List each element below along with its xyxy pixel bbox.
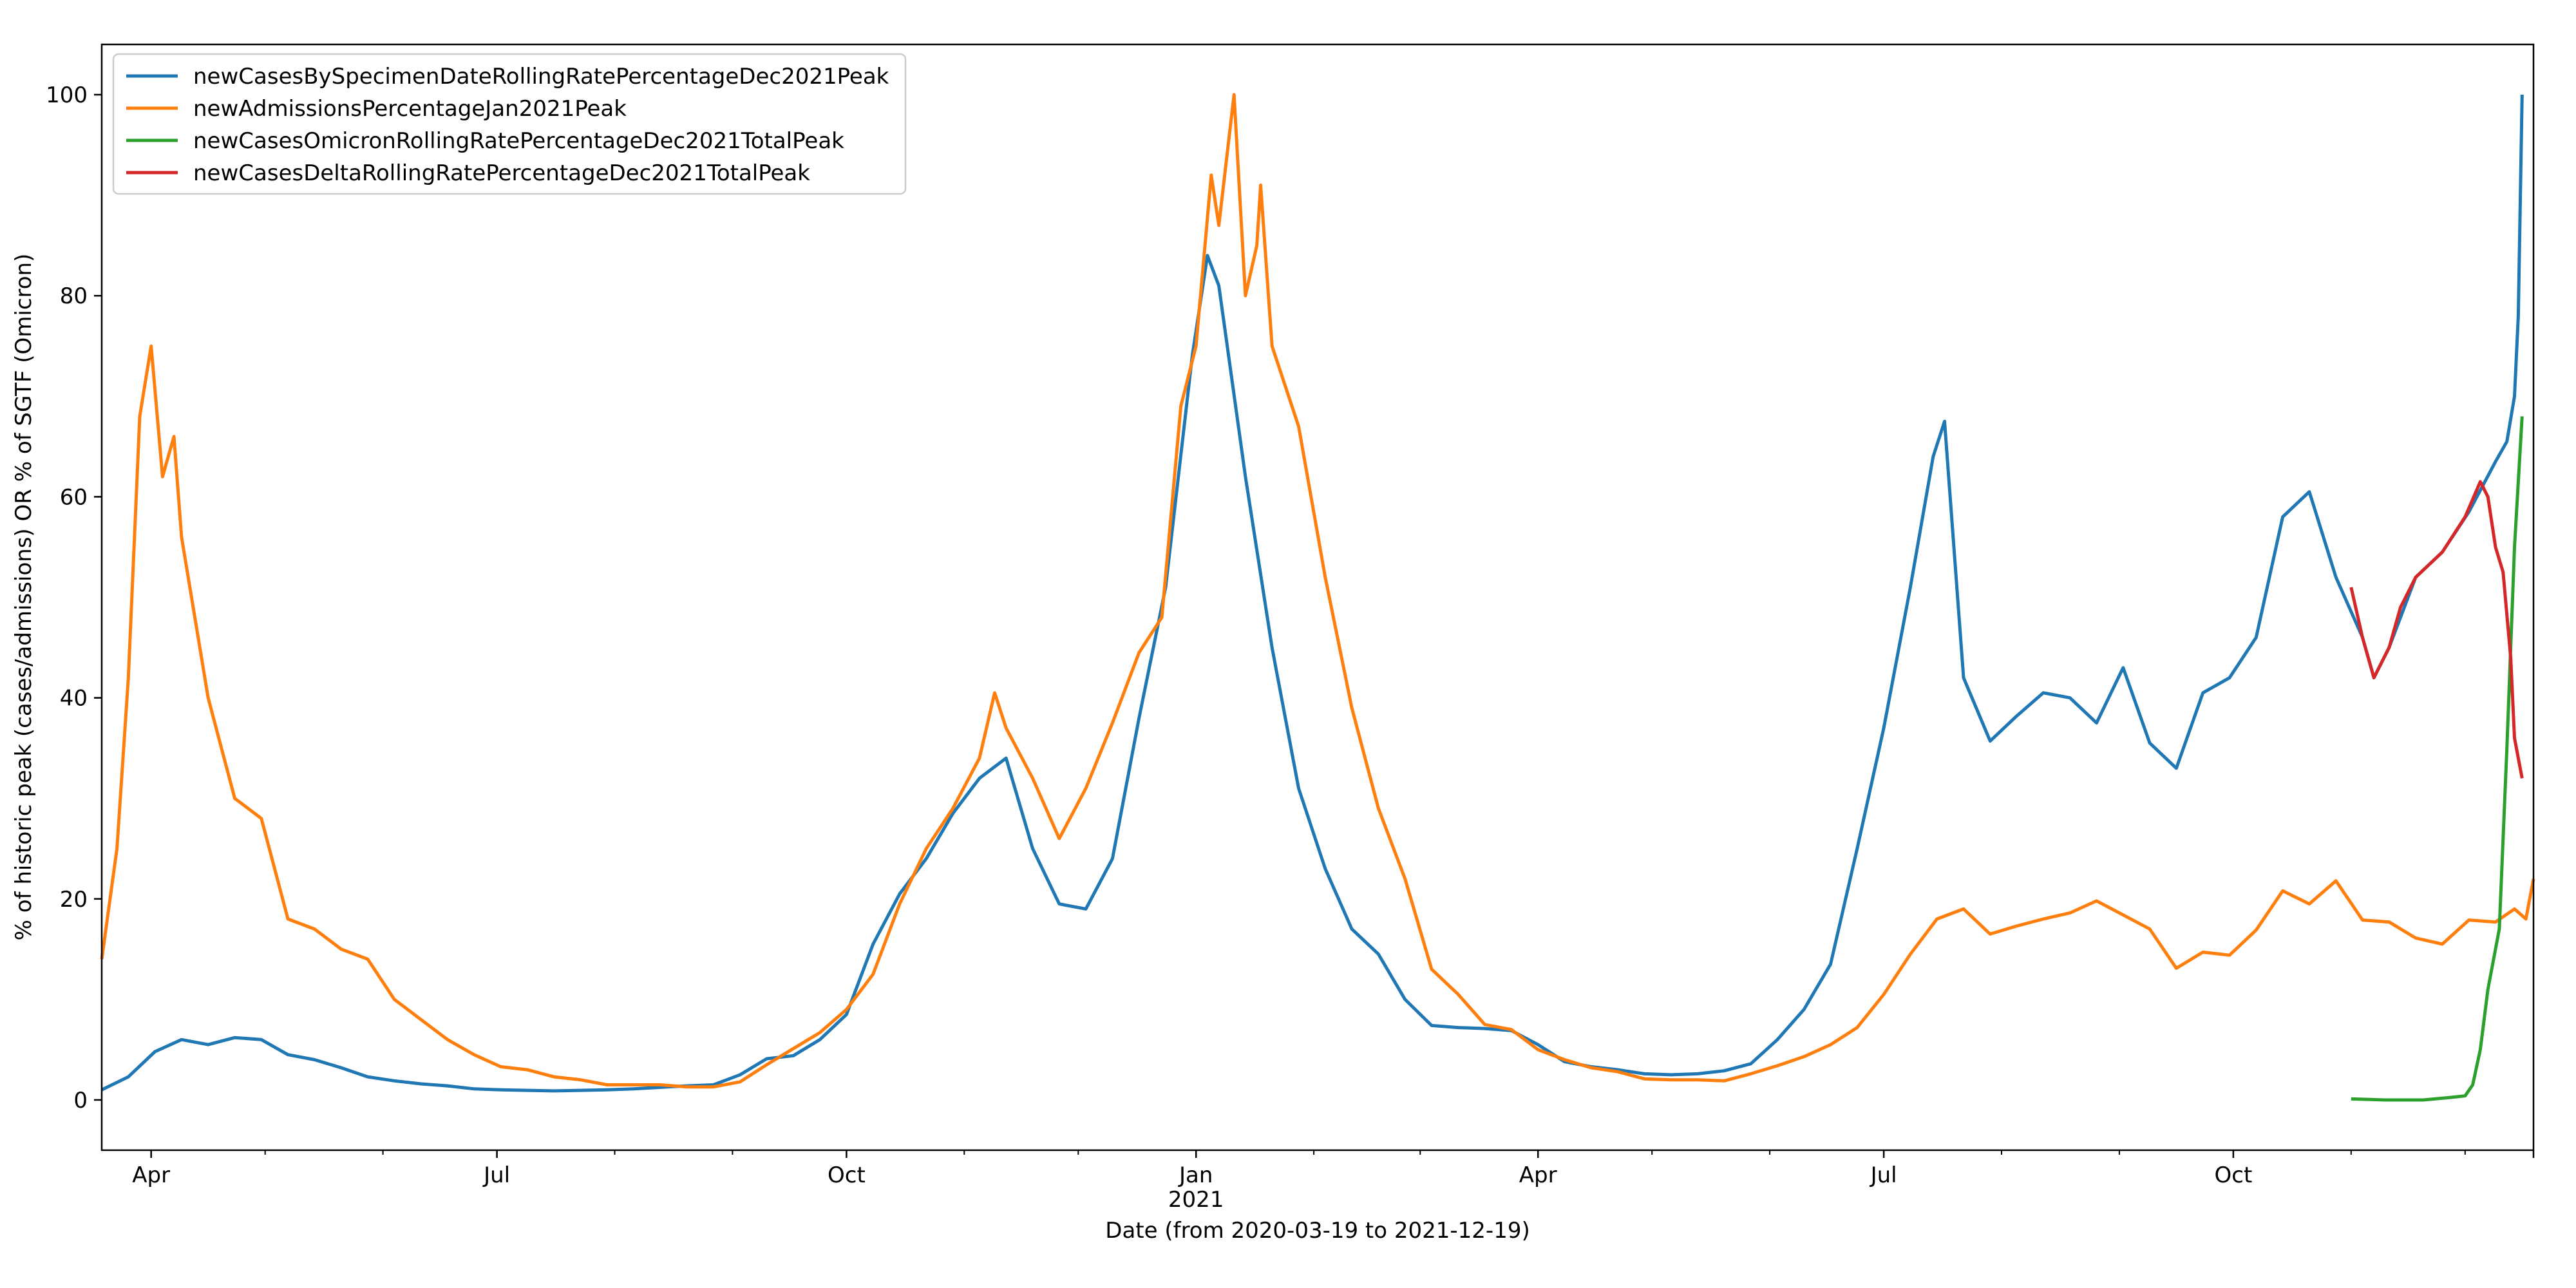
plot-frame [100,43,2535,1151]
y-tick-label: 100 [46,82,88,108]
legend-entry: newCasesOmicronRollingRatePercentageDec2… [193,128,844,154]
x-tick-label: Oct [2215,1162,2253,1188]
x-tick-label: Apr [132,1162,170,1188]
y-tick-label: 80 [60,283,88,309]
legend-entry: newAdmissionsPercentageJan2021Peak [193,96,627,122]
series-line-3 [2349,480,2524,779]
series-line-2 [2351,416,2524,1102]
x-tick-label: Oct [828,1162,866,1188]
legend-entry: newCasesDeltaRollingRatePercentageDec202… [193,160,810,186]
y-tick-label: 20 [60,887,88,913]
y-axis-label: % of historic peak (cases/admissions) OR… [11,254,37,941]
legend-entry: newCasesBySpecimenDateRollingRatePercent… [193,64,889,90]
x-axis-label: Date (from 2020-03-19 to 2021-12-19) [1105,1218,1530,1244]
x-tick-label: Jul [1870,1162,1897,1188]
series-line-1 [100,93,2535,1089]
series-line-0 [100,94,2524,1093]
legend: newCasesBySpecimenDateRollingRatePercent… [112,53,907,195]
axis-ticks: 0 20 40 60 80 100 Apr Jul Oct Jan2021 Apr Jul Oct [46,82,2535,1213]
x-tick-label: Jan [1178,1162,1213,1188]
y-tick-label: 0 [73,1088,88,1113]
series-layer [100,93,2535,1102]
x-tick-label: Apr [1519,1162,1557,1188]
legend-frame [112,53,907,195]
x-tick-year-label: 2021 [1168,1187,1224,1213]
y-tick-label: 60 [60,484,88,510]
x-tick-label: Jul [482,1162,510,1188]
y-tick-label: 40 [60,686,88,712]
